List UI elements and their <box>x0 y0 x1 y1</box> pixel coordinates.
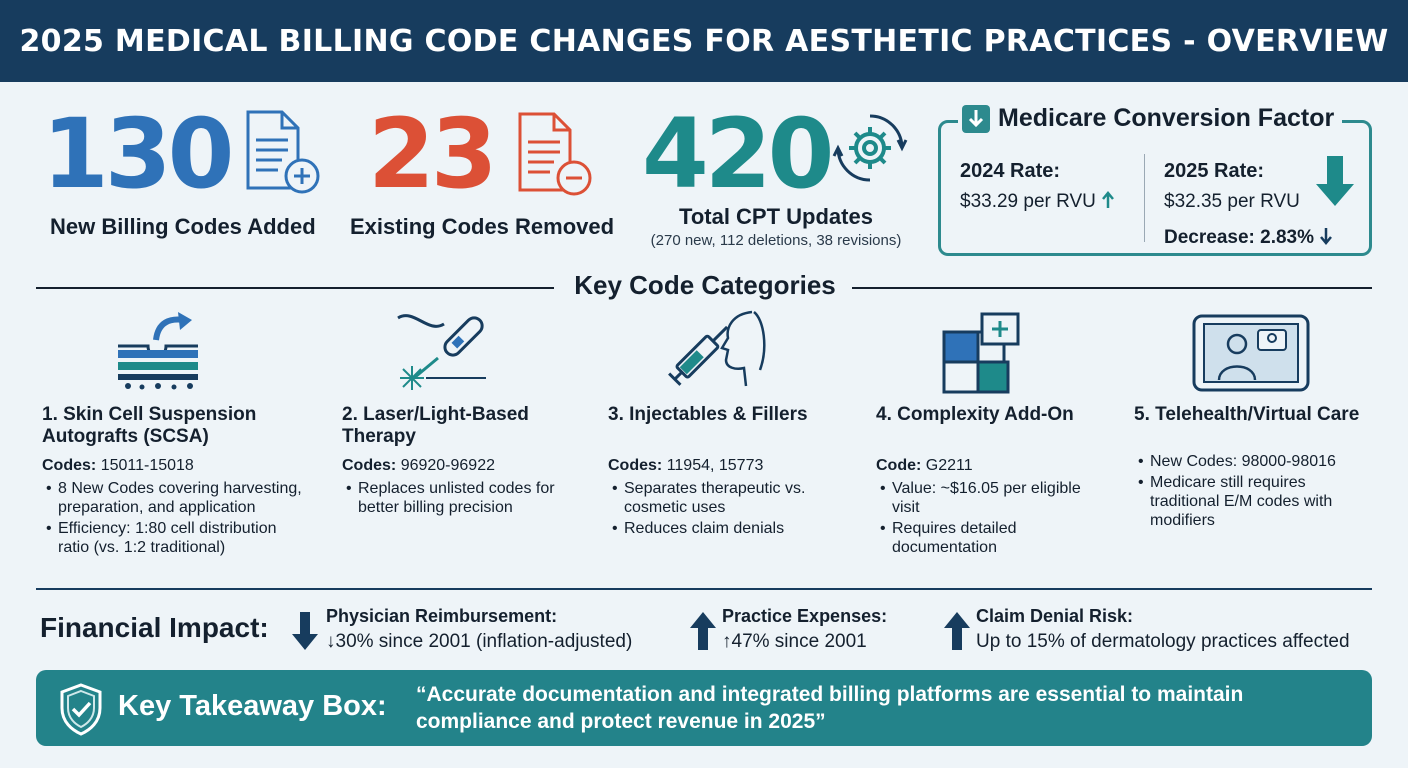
stat-label: New Billing Codes Added <box>50 214 316 239</box>
rate-2025-heading: 2025 Rate: <box>1164 160 1265 182</box>
category-title: 3. Injectables & Fillers <box>608 404 808 425</box>
category-codes: Code: G2211 <box>876 457 973 474</box>
list-item: Reduces claim denials <box>608 519 848 538</box>
rate-2024: 2024 Rate: $33.29 per RVU <box>960 160 1115 213</box>
arrow-down-icon <box>1320 228 1333 245</box>
rate-2024-heading: 2024 Rate: <box>960 160 1061 182</box>
stat-number: 23 <box>368 98 498 210</box>
stat-removed-codes: 23 Existing Codes Removed <box>350 98 622 240</box>
rate-2025-value: $32.35 per RVU <box>1164 191 1300 212</box>
financial-value: ↓30% since 2001 (inflation-adjusted) <box>326 631 633 652</box>
stat-sublabel: (270 new, 112 deletions, 38 revisions) <box>650 232 902 249</box>
list-item: Requires detailed documentation <box>876 519 1086 557</box>
category-title: 2. Laser/Light-Based Therapy <box>342 404 529 447</box>
category-complexity: 4. Complexity Add-On Code: G2211 Value: … <box>876 404 1086 559</box>
header-banner: 2025 MEDICAL BILLING CODE CHANGES FOR AE… <box>0 0 1408 82</box>
medicare-divider <box>1144 154 1145 242</box>
category-codes: Codes: 96920-96922 <box>342 457 495 474</box>
gear-icon <box>832 114 908 182</box>
category-bullets: Replaces unlisted codes for better billi… <box>342 479 572 517</box>
financial-value: ↑47% since 2001 <box>722 631 867 652</box>
section-divider-right <box>852 287 1372 289</box>
financial-title: Financial Impact: <box>40 612 269 643</box>
list-item: Value: ~$16.05 per eligible visit <box>876 479 1086 517</box>
category-title: 1. Skin Cell Suspension Autografts (SCSA… <box>42 404 257 447</box>
category-injectables: 3. Injectables & Fillers Codes: 11954, 1… <box>608 404 848 540</box>
arrow-up-icon <box>944 612 970 650</box>
puzzle-icon <box>942 312 1020 394</box>
category-bullets: Separates therapeutic vs. cosmetic uses … <box>608 479 848 538</box>
document-minus-icon <box>518 112 592 196</box>
takeaway-label: Key Takeaway Box: <box>118 690 387 722</box>
category-laser: 2. Laser/Light-Based Therapy Codes: 9692… <box>342 404 572 519</box>
financial-heading: Claim Denial Risk: <box>976 606 1134 626</box>
medicare-title-text: Medicare Conversion Factor <box>998 104 1335 132</box>
section-divider <box>36 588 1372 590</box>
category-codes: Codes: 15011-15018 <box>42 457 194 474</box>
download-arrow-icon <box>962 104 990 133</box>
page-title: 2025 MEDICAL BILLING CODE CHANGES FOR AE… <box>19 23 1389 59</box>
financial-item: Physician Reimbursement: ↓30% since 2001… <box>326 606 632 653</box>
telehealth-tablet-icon <box>1192 314 1310 392</box>
takeaway-quote: “Accurate documentation and integrated b… <box>416 683 1244 733</box>
category-scsa: 1. Skin Cell Suspension Autografts (SCSA… <box>42 404 312 559</box>
arrow-up-icon <box>1102 191 1115 208</box>
list-item: New Codes: 98000-98016 <box>1134 452 1374 471</box>
arrow-down-icon <box>292 612 318 650</box>
laser-device-icon <box>397 314 486 390</box>
document-plus-icon <box>246 110 320 194</box>
stat-number: 420 <box>642 98 834 210</box>
category-title: 5. Telehealth/Virtual Care <box>1134 404 1360 425</box>
category-title: 4. Complexity Add-On <box>876 404 1074 425</box>
financial-value: Up to 15% of dermatology practices affec… <box>976 631 1350 652</box>
financial-item: Claim Denial Risk: Up to 15% of dermatol… <box>976 606 1350 653</box>
categories-title: Key Code Categories <box>574 270 836 300</box>
shield-check-icon <box>60 683 102 736</box>
section-divider-left <box>36 287 554 289</box>
stat-cpt-updates: 420 Total CPT Updates (270 new, 112 dele… <box>636 106 916 249</box>
stat-label: Existing Codes Removed <box>350 214 615 239</box>
decrease-text: Decrease: 2.83% <box>1164 227 1314 248</box>
rate-2024-value-row: $33.29 per RVU <box>960 191 1115 213</box>
stat-number: 130 <box>42 98 234 210</box>
rate-2025: 2025 Rate: $32.35 per RVU Decrease: 2.83… <box>1164 160 1333 249</box>
syringe-face-icon <box>668 310 766 387</box>
big-down-arrow-icon <box>1316 156 1354 206</box>
arrow-up-icon <box>690 612 716 650</box>
financial-heading: Practice Expenses: <box>722 606 888 626</box>
category-bullets: New Codes: 98000-98016 Medicare still re… <box>1134 452 1374 530</box>
category-bullets: 8 New Codes covering harvesting, prepara… <box>42 479 312 557</box>
medicare-title: Medicare Conversion Factor <box>958 104 1343 133</box>
stat-label: Total CPT Updates <box>679 204 873 229</box>
financial-item: Practice Expenses: ↑47% since 2001 <box>722 606 887 653</box>
financial-heading: Physician Reimbursement: <box>326 606 558 626</box>
category-bullets: Value: ~$16.05 per eligible visit Requir… <box>876 479 1086 557</box>
list-item: Efficiency: 1:80 cell distribution ratio… <box>42 519 312 557</box>
decrease-row: Decrease: 2.83% <box>1164 227 1333 249</box>
category-telehealth: 5. Telehealth/Virtual Care New Codes: 98… <box>1134 404 1374 532</box>
list-item: Replaces unlisted codes for better billi… <box>342 479 572 517</box>
list-item: Separates therapeutic vs. cosmetic uses <box>608 479 848 517</box>
category-codes: Codes: 11954, 15773 <box>608 457 764 474</box>
stat-new-codes: 130 New Billing Codes Added <box>42 106 332 240</box>
list-item: Medicare still requires traditional E/M … <box>1134 473 1374 530</box>
list-item: 8 New Codes covering harvesting, prepara… <box>42 479 312 517</box>
skin-layers-icon <box>118 312 198 390</box>
takeaway-box: Key Takeaway Box: “Accurate documentatio… <box>36 670 1372 746</box>
rate-2024-value: $33.29 per RVU <box>960 191 1096 212</box>
